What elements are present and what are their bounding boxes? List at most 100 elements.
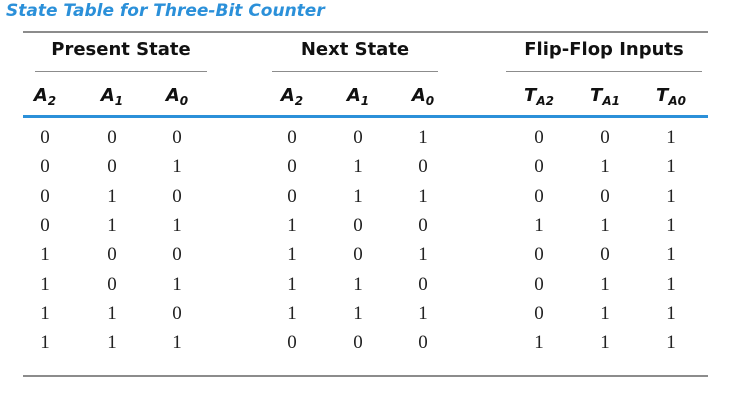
table-cell: 0 (534, 156, 544, 178)
table-cell: 1 (172, 214, 182, 236)
group-rule-next-state (272, 71, 438, 72)
column-header-symbol: A (165, 85, 180, 106)
column-header-subscript: A2 (536, 94, 554, 108)
table-cell: 0 (418, 332, 428, 354)
table-cell: 1 (666, 302, 676, 324)
table-cell: 0 (418, 214, 428, 236)
table-cell: 1 (534, 332, 544, 354)
column-header-subscript: 0 (179, 94, 189, 108)
table-cell: 0 (353, 332, 363, 354)
column-header: A0 (393, 85, 453, 108)
table-cell: 0 (172, 244, 182, 266)
table-cell: 0 (287, 185, 297, 207)
table-cell: 1 (418, 302, 428, 324)
table-cell: 1 (418, 127, 428, 148)
table-cell: 1 (287, 244, 297, 266)
table-cell: 0 (107, 127, 117, 148)
table-cell: 0 (287, 127, 297, 148)
table-cell: 0 (534, 185, 544, 207)
table-cell: 0 (353, 244, 363, 266)
table-cell: 1 (287, 302, 297, 324)
table-cell: 1 (600, 156, 610, 178)
table-cell: 1 (666, 214, 676, 236)
column-header-symbol: A (33, 85, 48, 106)
group-rule-present-state (35, 71, 207, 72)
table-cell: 1 (107, 214, 117, 236)
column-header-subscript: 1 (360, 94, 370, 108)
table-cell: 0 (40, 214, 50, 236)
table-cell: 0 (107, 244, 117, 266)
table-cell: 1 (353, 302, 363, 324)
table-cell: 1 (534, 214, 544, 236)
column-header-subscript: A0 (668, 94, 686, 108)
column-header-symbol: T (590, 85, 603, 106)
table-caption: State Table for Three-Bit Counter (6, 1, 325, 21)
column-header-subscript: 2 (294, 94, 304, 108)
table-top-rule (23, 31, 708, 33)
column-header: TA1 (575, 85, 635, 108)
table-cell: 1 (40, 244, 50, 266)
table-cell: 1 (666, 156, 676, 178)
table-cell: 1 (287, 273, 297, 295)
table-cell: 1 (353, 273, 363, 295)
table-cell: 1 (418, 185, 428, 207)
table-cell: 1 (107, 302, 117, 324)
table-cell: 0 (600, 185, 610, 207)
column-header-subscript: 2 (47, 94, 57, 108)
table-cell: 0 (353, 127, 363, 148)
table-cell: 1 (40, 332, 50, 354)
table-cell: 1 (40, 302, 50, 324)
table-cell: 0 (172, 185, 182, 207)
table-cell: 0 (534, 302, 544, 324)
table-cell: 1 (600, 214, 610, 236)
table-cell: 0 (107, 273, 117, 295)
table-cell: 0 (172, 127, 182, 148)
group-header-next-state: Next State (300, 39, 410, 60)
column-header-subscript: 1 (114, 94, 124, 108)
table-cell: 0 (40, 185, 50, 207)
column-header: A1 (82, 85, 142, 108)
table-cell: 1 (666, 332, 676, 354)
column-header: A2 (262, 85, 322, 108)
table-cell: 1 (666, 127, 676, 148)
table-bottom-rule (23, 375, 708, 377)
table-cell: 0 (418, 156, 428, 178)
column-header: TA2 (509, 85, 569, 108)
column-header-symbol: A (411, 85, 426, 106)
table-cell: 1 (40, 273, 50, 295)
table-cell: 0 (40, 156, 50, 178)
table-cell: 1 (600, 332, 610, 354)
table-cell: 1 (418, 244, 428, 266)
table-cell: 0 (107, 156, 117, 178)
column-header-symbol: A (100, 85, 115, 106)
table-cell: 0 (534, 273, 544, 295)
table-cell: 0 (172, 302, 182, 324)
table-cell: 0 (534, 127, 544, 148)
table-cell: 1 (172, 273, 182, 295)
table-cell: 1 (287, 214, 297, 236)
table-cell: 0 (418, 273, 428, 295)
table-cell: 1 (172, 156, 182, 178)
table-cell: 1 (600, 302, 610, 324)
group-header-flip-flop-inputs: Flip-Flop Inputs (524, 39, 684, 60)
table-cell: 0 (287, 332, 297, 354)
table-cell: 0 (600, 244, 610, 266)
column-header: TA0 (641, 85, 701, 108)
table-cell: 1 (172, 332, 182, 354)
table-cell: 0 (600, 127, 610, 148)
table-cell: 0 (40, 127, 50, 148)
table-cell: 1 (666, 244, 676, 266)
table-cell: 0 (534, 244, 544, 266)
column-header-subscript: A1 (602, 94, 620, 108)
column-header-symbol: T (656, 85, 669, 106)
column-header: A1 (328, 85, 388, 108)
header-rule (23, 115, 708, 118)
table-cell: 1 (107, 332, 117, 354)
group-rule-flip-flop-inputs (506, 71, 702, 72)
column-header-symbol: A (346, 85, 361, 106)
table-cell: 1 (600, 273, 610, 295)
table-cell: 1 (353, 156, 363, 178)
table-cell: 1 (666, 273, 676, 295)
table-cell: 1 (353, 185, 363, 207)
column-header-symbol: T (524, 85, 537, 106)
